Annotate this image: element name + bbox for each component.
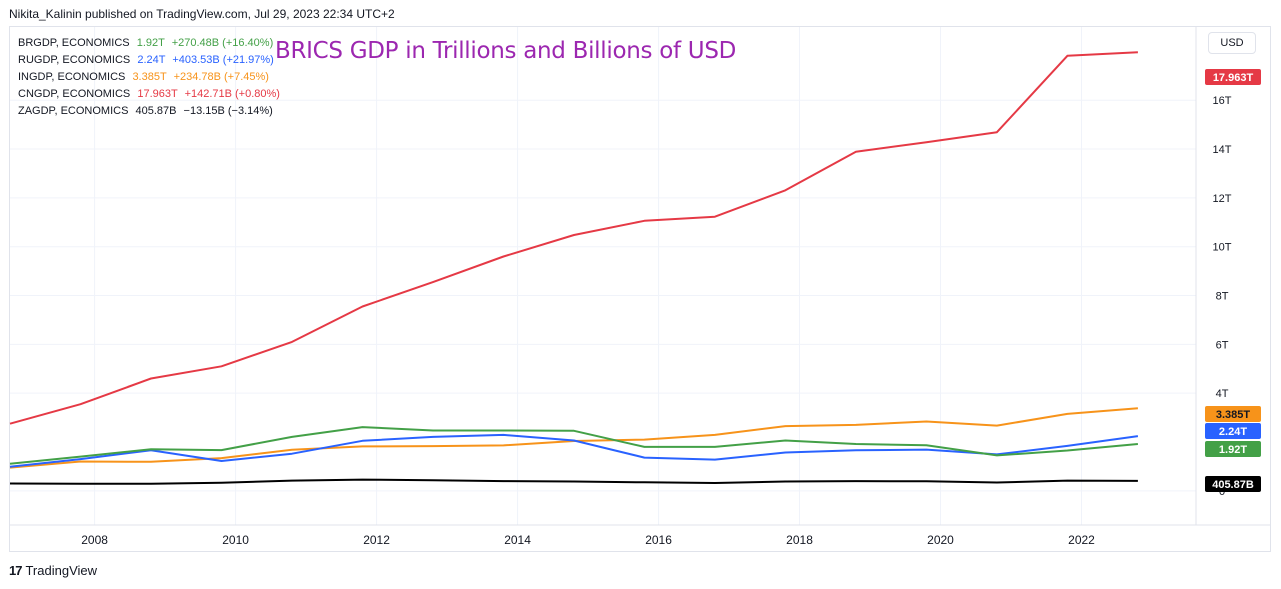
legend: BRGDP, ECONOMICS 1.92T +270.48B (+16.40%… xyxy=(18,35,280,120)
x-tick-label: 2016 xyxy=(645,533,672,547)
x-tick-label: 2010 xyxy=(222,533,249,547)
footer-brand: TradingView xyxy=(25,563,98,578)
y-tick-label: 4T xyxy=(1216,388,1229,400)
series-line-rugdp xyxy=(9,433,1139,468)
x-tick-label: 2018 xyxy=(786,533,813,547)
chart-title: BRICS GDP in Trillions and Billions of U… xyxy=(275,38,737,64)
legend-row-zagdp[interactable]: ZAGDP, ECONOMICS 405.87B −13.15B (−3.14%… xyxy=(18,103,280,120)
price-tag-cngdp xyxy=(1205,69,1261,85)
legend-row-brgdp[interactable]: BRGDP, ECONOMICS 1.92T +270.48B (+16.40%… xyxy=(18,35,280,52)
price-tag-ingdp xyxy=(1205,406,1261,422)
legend-symbol: ZAGDP, ECONOMICS xyxy=(18,105,129,117)
legend-symbol: INGDP, ECONOMICS xyxy=(18,71,126,83)
published-info: Nikita_Kalinin published on TradingView.… xyxy=(9,7,395,21)
legend-change: −13.15B (−3.14%) xyxy=(183,105,273,117)
x-tick-label: 2022 xyxy=(1068,533,1095,547)
series-layer xyxy=(9,51,1139,485)
price-tag-rugdp xyxy=(1205,423,1261,439)
price-tag-label: 17.963T xyxy=(1213,72,1254,84)
series-line-zagdp xyxy=(9,478,1138,485)
y-tick-label: 8T xyxy=(1216,291,1229,303)
legend-row-cngdp[interactable]: CNGDP, ECONOMICS 17.963T +142.71B (+0.80… xyxy=(18,86,280,103)
series-line-brgdp xyxy=(9,426,1138,465)
legend-change: +142.71B (+0.80%) xyxy=(184,88,280,100)
series-line-cngdp xyxy=(9,51,1138,425)
legend-value: 2.24T xyxy=(137,54,166,66)
legend-symbol: BRGDP, ECONOMICS xyxy=(18,37,130,49)
series-line-ingdp xyxy=(9,407,1138,469)
tradingview-logo-icon: 17 xyxy=(9,563,23,578)
legend-change: +403.53B (+21.97%) xyxy=(172,54,274,66)
x-tick-label: 2014 xyxy=(504,533,531,547)
legend-symbol: CNGDP, ECONOMICS xyxy=(18,88,131,100)
axis-layer: 2008201020122014201620182020202204T6T8T1… xyxy=(10,27,1270,547)
price-tag-label: 1.92T xyxy=(1219,444,1247,456)
legend-value: 17.963T xyxy=(137,88,178,100)
legend-value: 3.385T xyxy=(132,71,167,83)
x-tick-label: 2008 xyxy=(81,533,108,547)
grid-layer xyxy=(10,27,1196,525)
price-tag-brgdp xyxy=(1205,441,1261,457)
legend-change: +270.48B (+16.40%) xyxy=(171,37,274,49)
y-tick-label: 14T xyxy=(1213,144,1232,156)
y-tick-label: 16T xyxy=(1213,95,1232,107)
legend-value: 405.87B xyxy=(135,105,177,117)
x-tick-label: 2012 xyxy=(363,533,390,547)
legend-row-ingdp[interactable]: INGDP, ECONOMICS 3.385T +234.78B (+7.45%… xyxy=(18,69,280,86)
price-tag-label: 2.24T xyxy=(1219,426,1247,438)
footer[interactable]: 17 TradingView xyxy=(9,563,97,578)
price-tag-layer: 17.963T 3.385T 2.24T 1.92T 405.87B xyxy=(1205,69,1261,492)
y-tick-label: 6T xyxy=(1216,339,1229,351)
x-tick-label: 2020 xyxy=(927,533,954,547)
price-tag-zagdp xyxy=(1205,476,1261,492)
y-tick-label: 12T xyxy=(1213,193,1232,205)
legend-value: 1.92T xyxy=(136,37,165,49)
y-tick-label: 10T xyxy=(1213,242,1232,254)
legend-change: +234.78B (+7.45%) xyxy=(173,71,269,83)
legend-row-rugdp[interactable]: RUGDP, ECONOMICS 2.24T +403.53B (+21.97%… xyxy=(18,52,280,69)
currency-button[interactable]: USD xyxy=(1208,32,1256,54)
chart-frame xyxy=(9,26,1271,552)
price-tag-label: 405.87B xyxy=(1212,479,1254,491)
legend-symbol: RUGDP, ECONOMICS xyxy=(18,54,131,66)
price-tag-label: 3.385T xyxy=(1216,409,1251,421)
